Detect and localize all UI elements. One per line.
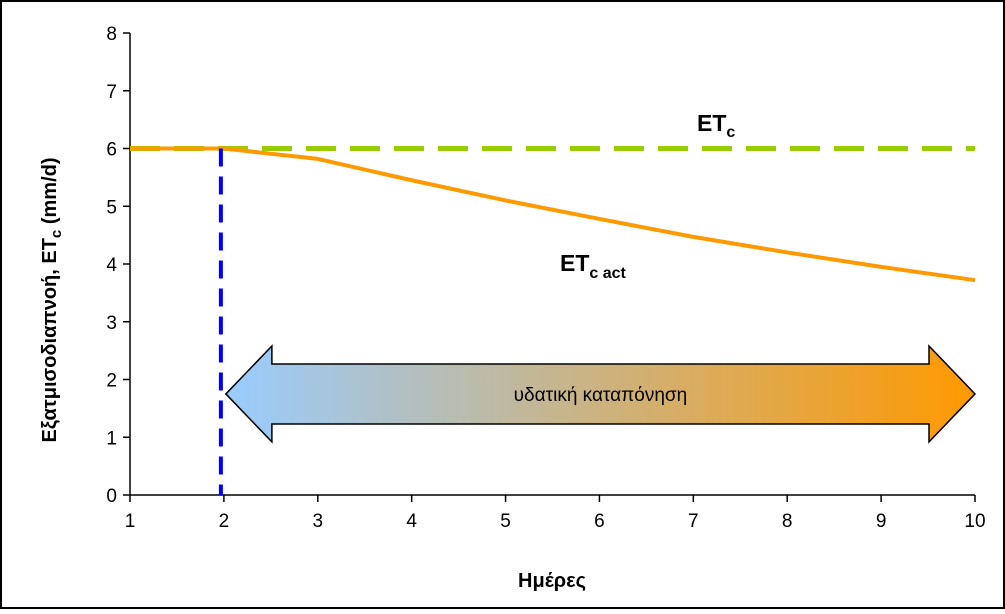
y-tick-label: 2 <box>106 371 117 392</box>
x-tick-label: 4 <box>406 511 417 532</box>
series-layer <box>130 146 976 495</box>
y-tick-label: 4 <box>106 255 117 276</box>
y-axis-title-sub: c <box>48 230 65 238</box>
y-tick-label: 1 <box>106 428 117 449</box>
x-axis-title: Ημέρες <box>518 570 586 592</box>
series-label-etc-act: ETc act <box>560 250 627 282</box>
series-label-etc: ETc <box>697 110 735 141</box>
series-label-etc-act-sub: c act <box>589 265 626 282</box>
y-axis-title: Εξατμισοδιαπνοή, ETc (mm/d) <box>39 158 65 443</box>
x-tick-label: 2 <box>219 511 230 532</box>
y-tick-label: 8 <box>106 24 117 45</box>
y-tick-label: 3 <box>106 313 117 334</box>
x-tick-label: 3 <box>312 511 323 532</box>
x-tick-label: 5 <box>500 511 511 532</box>
series-line-etc-act <box>130 146 976 283</box>
x-tick-label: 10 <box>964 511 985 532</box>
stress-arrow-label: υδατική καταπόνηση <box>514 385 688 406</box>
annotation-layer: υδατική καταπόνηση <box>224 344 977 444</box>
y-tick-label: 0 <box>106 486 117 507</box>
y-tick-label: 7 <box>106 82 117 103</box>
x-tick-label: 6 <box>594 511 605 532</box>
y-axis-title-tail: (mm/d) <box>39 158 61 230</box>
series-label-etc-main: ET <box>697 110 726 136</box>
x-tick-label: 7 <box>688 511 699 532</box>
x-tick-label: 8 <box>782 511 793 532</box>
x-tick-label: 1 <box>125 511 136 532</box>
y-axis-title-main: Εξατμισοδιαπνοή, ET <box>39 238 61 442</box>
stress-arrow <box>224 344 977 444</box>
series-label-etc-act-main: ET <box>560 250 589 276</box>
x-tick-label: 9 <box>876 511 887 532</box>
series-label-etc-sub: c <box>726 124 735 141</box>
y-tick-label: 5 <box>106 197 117 218</box>
y-tick-label: 6 <box>106 140 117 161</box>
